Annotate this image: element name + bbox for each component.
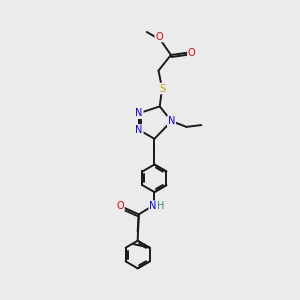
Text: N: N <box>168 116 175 126</box>
Text: S: S <box>159 83 165 94</box>
Text: N: N <box>149 201 156 211</box>
Text: O: O <box>116 201 124 211</box>
Text: N: N <box>135 108 143 118</box>
Text: O: O <box>155 32 163 41</box>
Text: H: H <box>157 201 165 211</box>
Text: N: N <box>135 125 143 135</box>
Text: O: O <box>188 48 196 58</box>
